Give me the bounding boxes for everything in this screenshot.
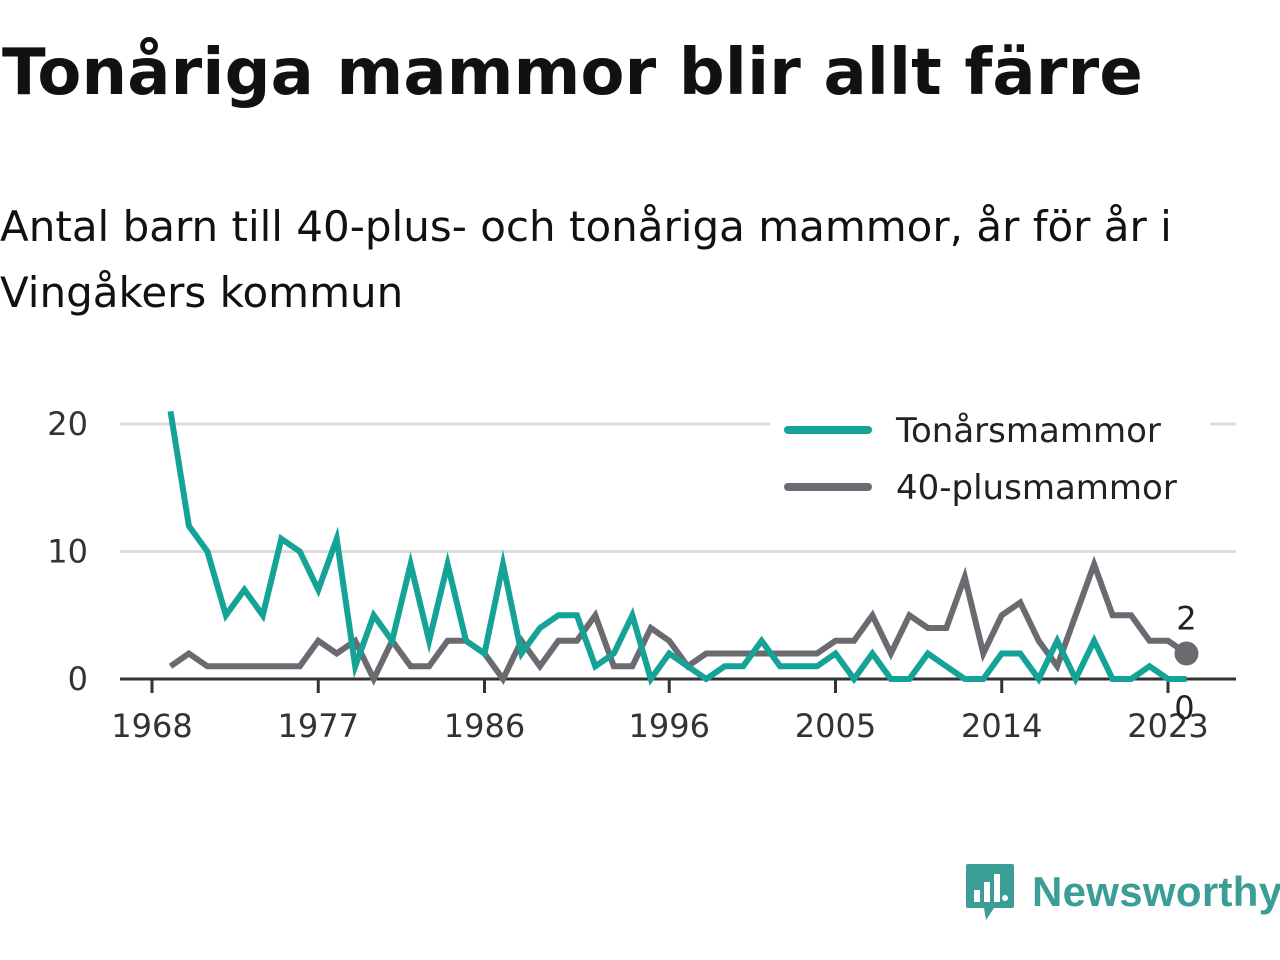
legend-label-tonarsmammor: Tonårsmammor	[895, 411, 1161, 451]
x-tick-label: 2023	[1127, 707, 1208, 745]
end-label-40-plusmammor: 2	[1176, 600, 1196, 638]
x-tick-label: 1977	[278, 707, 359, 745]
series-lines	[167, 410, 1189, 686]
y-tick-label: 0	[68, 660, 88, 698]
series-line-tonarsmammor	[167, 410, 1187, 686]
legend: Tonårsmammor 40-plusmammor	[770, 400, 1210, 520]
y-axis: 0 10 20	[47, 405, 88, 698]
end-markers: 20	[1174, 600, 1199, 727]
end-label-tonarsmammor: 0	[1174, 689, 1194, 727]
chart-subtitle: Antal barn till 40-plus- och tonåriga ma…	[0, 202, 1172, 317]
y-tick-label: 20	[47, 405, 88, 443]
x-axis: 1968 1977 1986 1996 2005 2014 2023	[111, 677, 1236, 745]
brand-name: Newsworthy	[1032, 868, 1280, 915]
x-tick-label: 1986	[444, 707, 525, 745]
newsworthy-brand: Newsworthy	[964, 862, 1280, 922]
legend-background	[770, 400, 1210, 520]
x-tick-label: 1996	[629, 707, 710, 745]
x-tick-label: 2005	[795, 707, 876, 745]
end-marker-40-plusmammor	[1174, 641, 1199, 666]
y-tick-label: 10	[47, 533, 88, 571]
x-tick-label: 2014	[961, 707, 1042, 745]
series-line-40-plusmammor	[168, 555, 1189, 686]
legend-label-40-plusmammor: 40-plusmammor	[896, 468, 1177, 508]
x-tick-label: 1968	[111, 707, 192, 745]
chart-title: Tonåriga mammor blir allt färre	[2, 36, 1143, 110]
newsworthy-logo-icon	[966, 864, 1014, 920]
